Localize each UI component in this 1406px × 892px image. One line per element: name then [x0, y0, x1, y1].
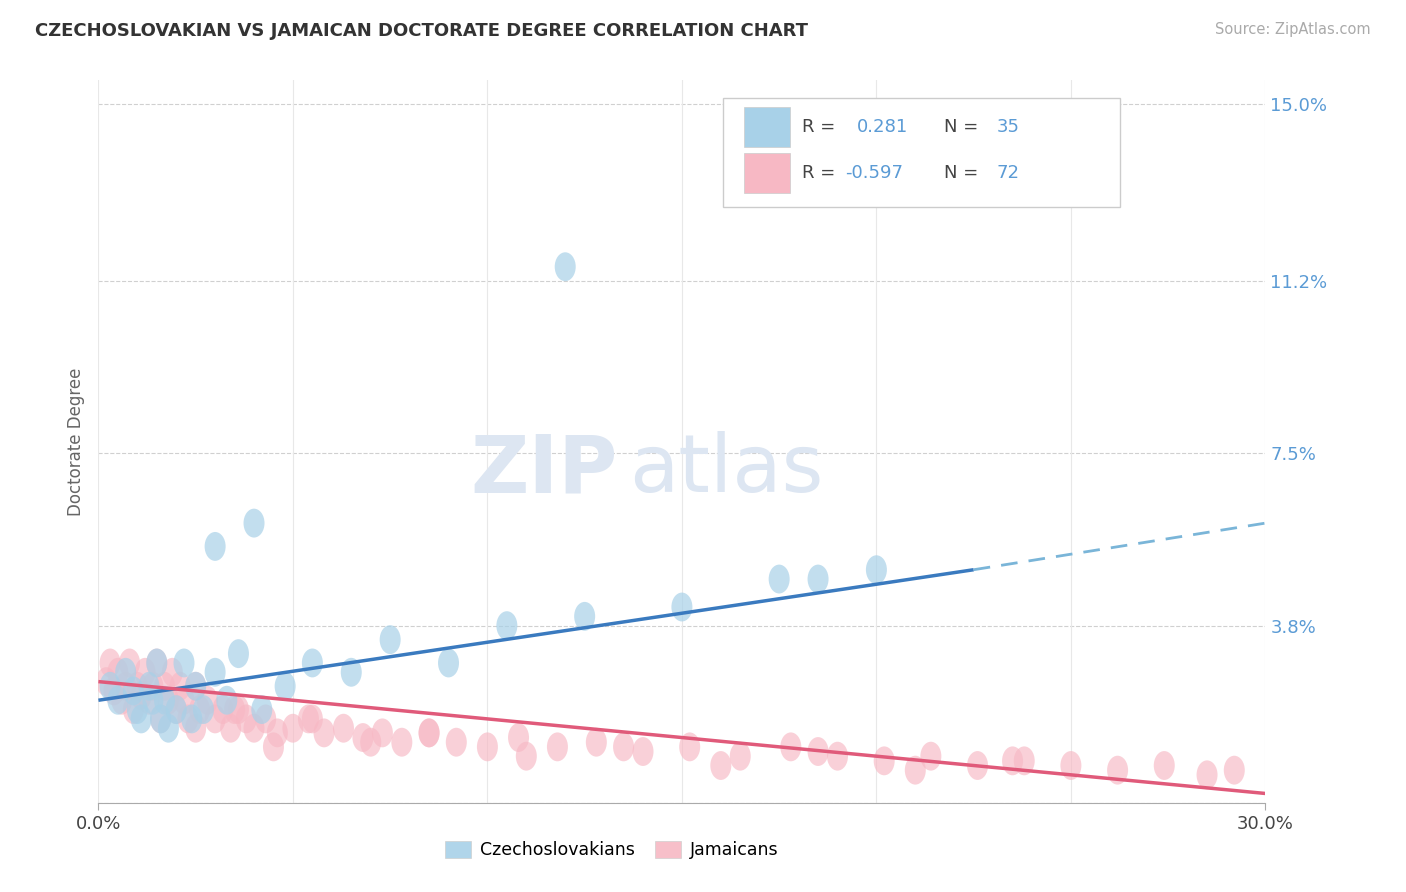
- Text: atlas: atlas: [630, 432, 824, 509]
- Bar: [744, 153, 790, 193]
- Text: N =: N =: [945, 164, 984, 182]
- Text: 0.281: 0.281: [858, 119, 908, 136]
- Text: R =: R =: [801, 164, 841, 182]
- Y-axis label: Doctorate Degree: Doctorate Degree: [66, 368, 84, 516]
- Text: -0.597: -0.597: [845, 164, 903, 182]
- Bar: [744, 107, 790, 147]
- Text: 72: 72: [997, 164, 1019, 182]
- Legend: Czechoslovakians, Jamaicans: Czechoslovakians, Jamaicans: [439, 834, 786, 866]
- Text: N =: N =: [945, 119, 984, 136]
- Text: 35: 35: [997, 119, 1019, 136]
- Text: Source: ZipAtlas.com: Source: ZipAtlas.com: [1215, 22, 1371, 37]
- FancyBboxPatch shape: [723, 98, 1119, 207]
- Text: R =: R =: [801, 119, 841, 136]
- Text: ZIP: ZIP: [471, 432, 617, 509]
- Text: CZECHOSLOVAKIAN VS JAMAICAN DOCTORATE DEGREE CORRELATION CHART: CZECHOSLOVAKIAN VS JAMAICAN DOCTORATE DE…: [35, 22, 808, 40]
